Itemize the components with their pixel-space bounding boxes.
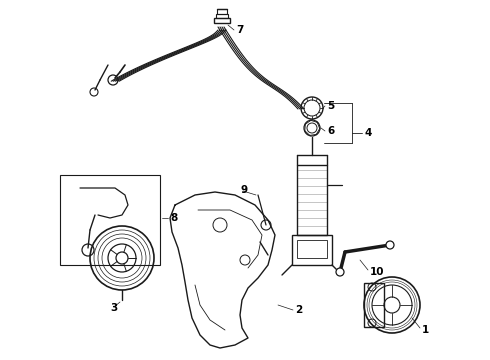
Bar: [297, 165, 327, 235]
Bar: [364, 283, 384, 327]
Text: 10: 10: [370, 267, 385, 277]
Text: 3: 3: [110, 303, 117, 313]
Bar: [214, 18, 230, 23]
Text: 7: 7: [236, 25, 244, 35]
Text: 2: 2: [295, 305, 302, 315]
Text: 5: 5: [327, 101, 334, 111]
Text: 9: 9: [240, 185, 247, 195]
Circle shape: [386, 241, 394, 249]
Text: 8: 8: [170, 213, 177, 223]
Text: 4: 4: [364, 128, 371, 138]
Bar: [292, 235, 332, 265]
Bar: [60, 175, 160, 265]
Text: 6: 6: [327, 126, 334, 136]
Bar: [297, 240, 327, 258]
Bar: [216, 14, 228, 18]
Bar: [217, 9, 227, 14]
Text: 1: 1: [422, 325, 429, 335]
Circle shape: [336, 268, 344, 276]
